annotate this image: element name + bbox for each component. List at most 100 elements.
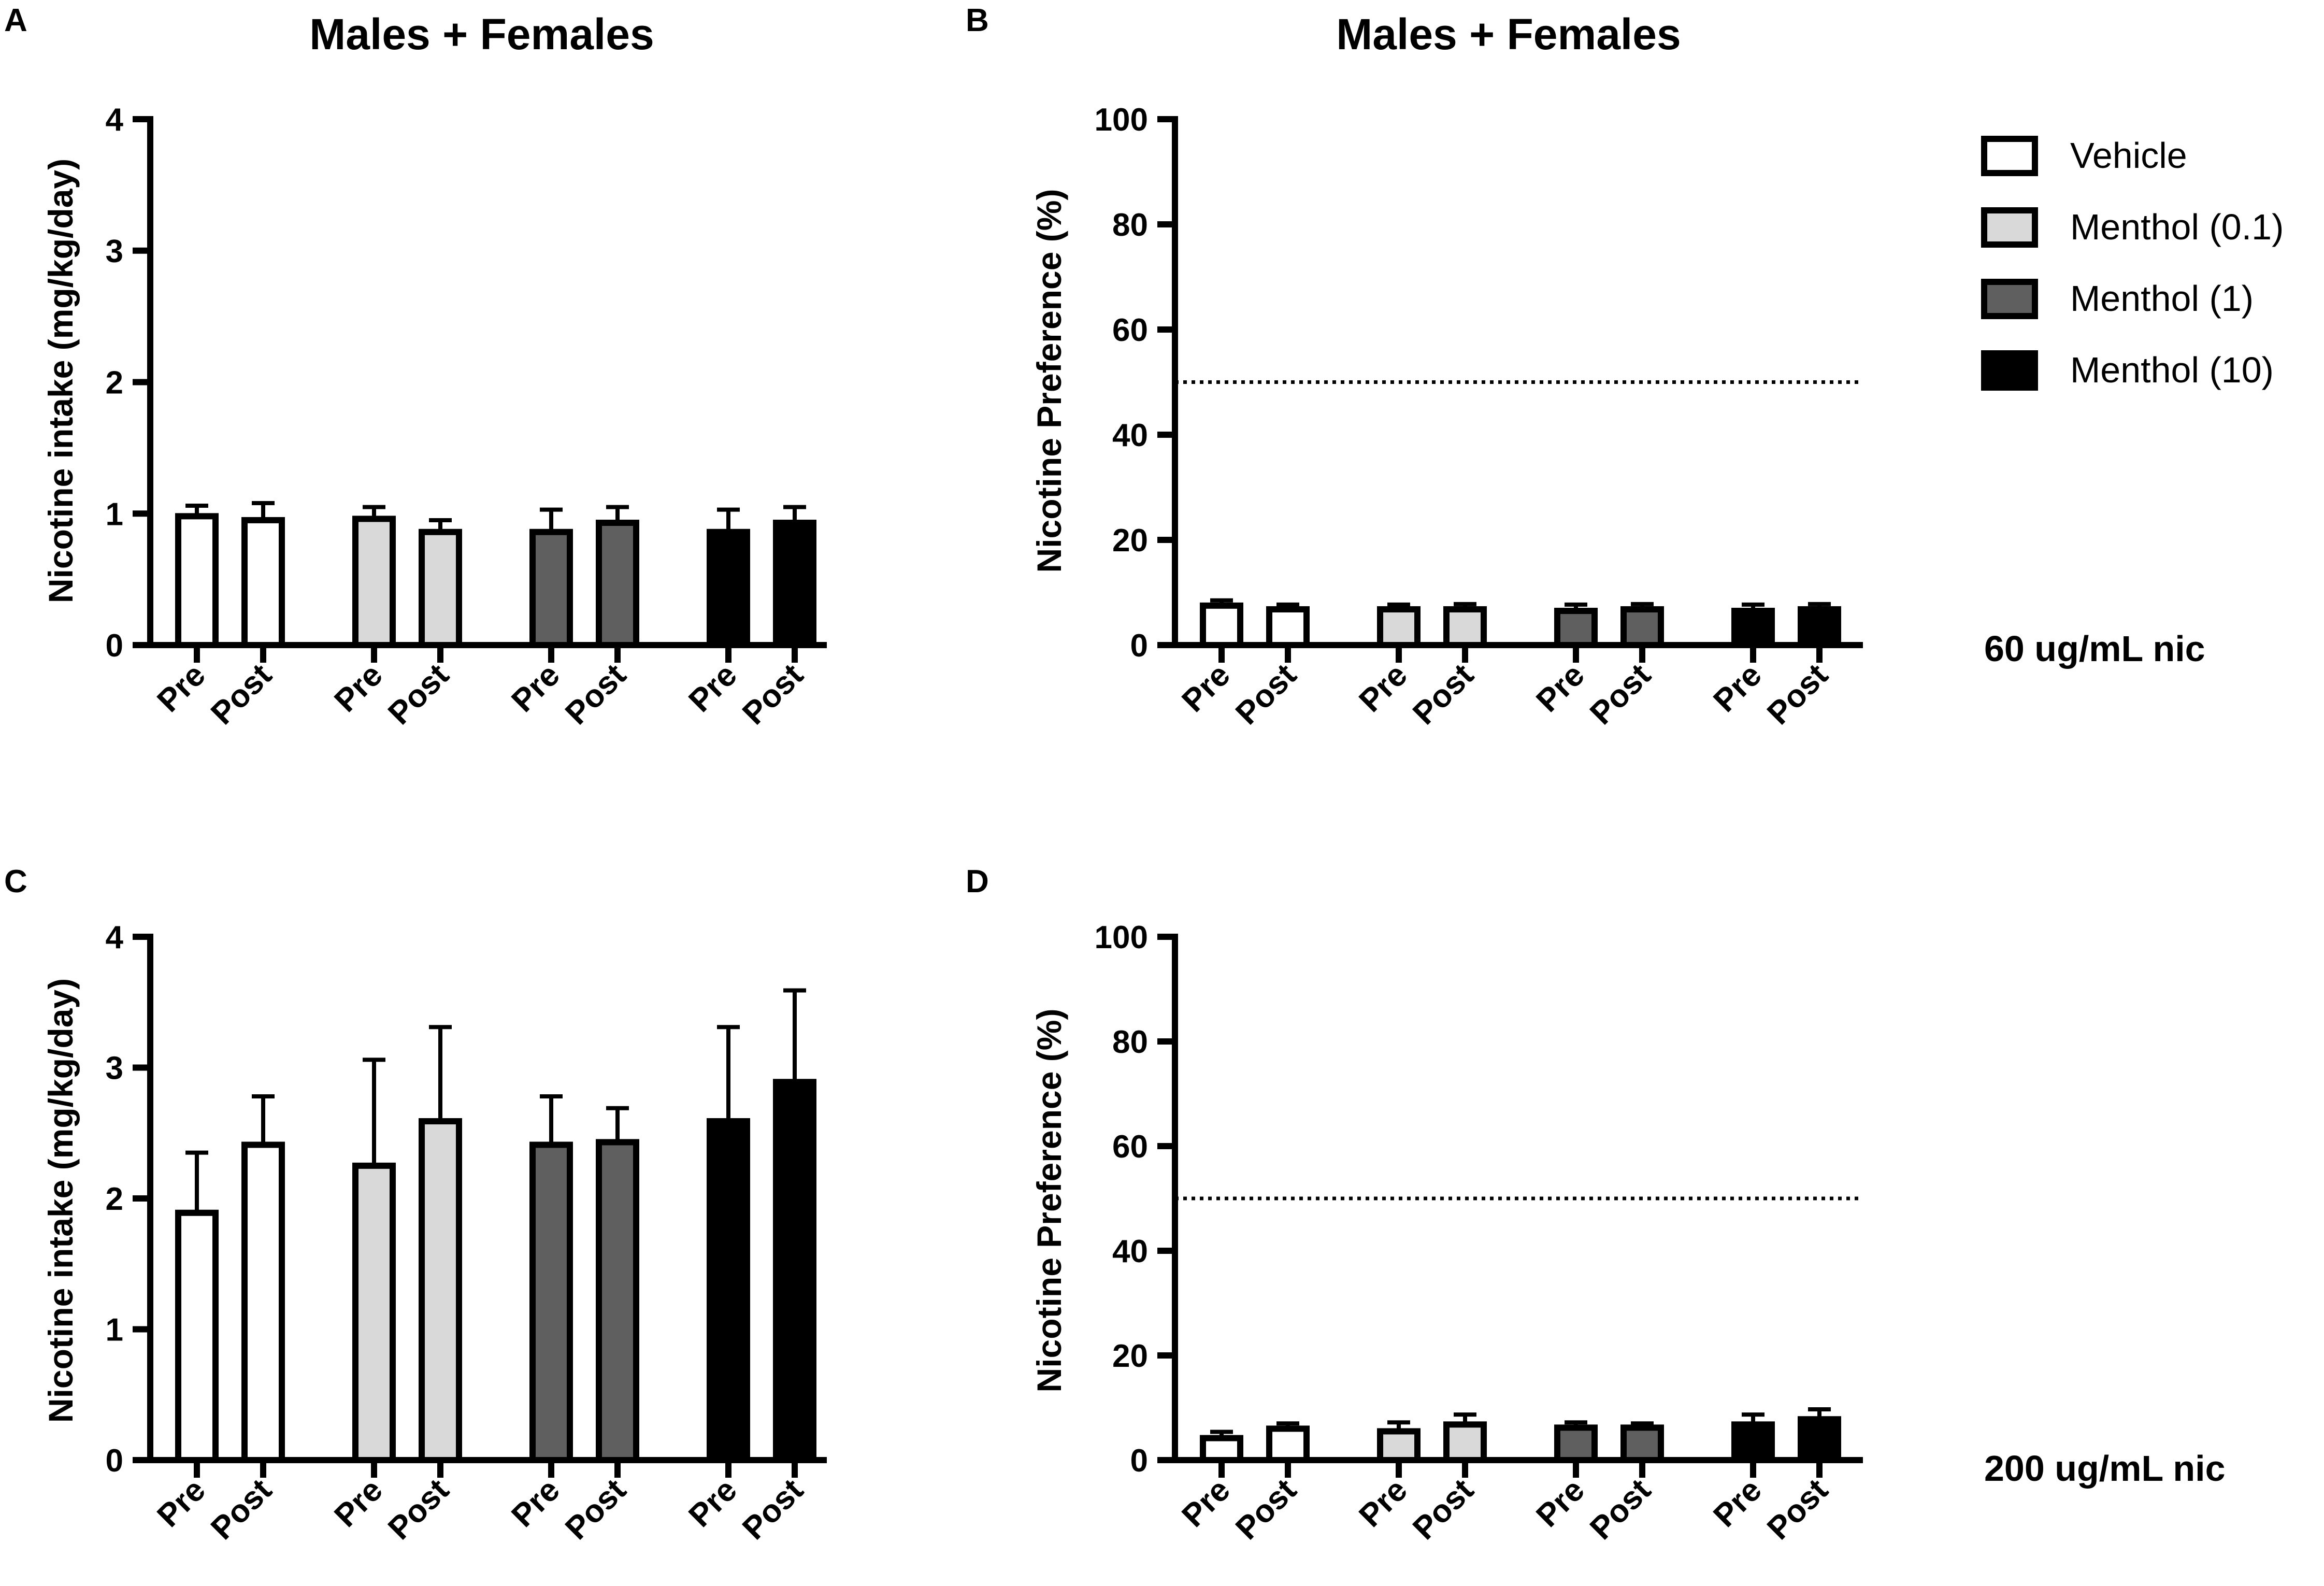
- panel-d-bar: [1266, 1425, 1310, 1463]
- panel-c-x-tick-label: Post: [558, 1472, 633, 1547]
- panel-c-bar: [175, 1209, 219, 1463]
- panel-a-y-tick-label: 2: [106, 365, 123, 401]
- panel-c-bar: [352, 1162, 396, 1463]
- panel-b-bar: [1798, 606, 1841, 648]
- panel-letter-a: A: [4, 3, 27, 38]
- panel-d-bar: [1554, 1424, 1598, 1463]
- panel-a-y-tick-label: 4: [106, 102, 124, 138]
- panel-d-y-tick-label: 80: [1112, 1024, 1148, 1060]
- panel-a-bar: [352, 516, 396, 649]
- panel-d-x-tick-label: Pre: [1529, 1472, 1591, 1534]
- panel-a-x-tick-label: Post: [736, 657, 810, 732]
- concentration-label-200: 200 ug/mL nic: [1984, 1448, 2226, 1489]
- panel-a-x-tick-label: Pre: [682, 657, 743, 719]
- panel-c-bar: [707, 1118, 750, 1463]
- panel-a-x-tick-label: Post: [381, 657, 456, 732]
- panel-a-x-tick-label: Pre: [150, 657, 212, 719]
- legend-swatch-menthol-0-1: [1981, 207, 2038, 248]
- panel-c-y-tick-label: 4: [106, 920, 124, 955]
- panel-c-x-tick-label: Post: [204, 1472, 279, 1547]
- panel-b-ylabel: Nicotine Preference (%): [1030, 189, 1068, 573]
- panel-b-bar: [1200, 602, 1243, 648]
- panel-b-y-tick-label: 40: [1112, 418, 1148, 453]
- panel-a-bar: [419, 528, 462, 649]
- panel-b-x-tick-label: Post: [1583, 657, 1658, 732]
- panel-b-y-tick-label: 80: [1112, 207, 1148, 243]
- panel-c-bar: [773, 1079, 816, 1463]
- panel-c-x-tick-label: Pre: [682, 1472, 743, 1534]
- panel-d-x-tick-label: Post: [1229, 1472, 1303, 1547]
- panel-d-ylabel: Nicotine Preference (%): [1030, 1009, 1068, 1393]
- panel-d-bar: [1731, 1421, 1775, 1464]
- panel-d-x-tick-label: Pre: [1175, 1472, 1237, 1534]
- panel-a-y-tick-label: 1: [106, 496, 123, 532]
- panel-d-x-tick-label: Pre: [1706, 1472, 1768, 1534]
- panel-a-y-tick-label: 3: [106, 234, 123, 269]
- panel-a-bar: [773, 520, 816, 649]
- panel-d-y-tick-label: 20: [1112, 1338, 1148, 1374]
- panel-letter-b: B: [966, 3, 989, 38]
- panel-b-bar: [1620, 606, 1664, 648]
- panel-a-bar: [707, 528, 750, 649]
- legend-swatch-menthol-1: [1981, 279, 2038, 319]
- panel-b-bar: [1731, 608, 1775, 649]
- panel-c-bar: [241, 1141, 285, 1464]
- panel-c-y-tick-label: 2: [106, 1181, 123, 1217]
- panel-a-x-tick-label: Pre: [505, 657, 566, 719]
- panel-d-bar: [1798, 1416, 1841, 1463]
- panel-c-y-tick-label: 0: [106, 1443, 123, 1479]
- panel-c-bar: [419, 1118, 462, 1463]
- panel-c-y-tick-label: 1: [106, 1312, 123, 1348]
- panel-d-y-tick-label: 0: [1130, 1443, 1148, 1479]
- panel-d-bar: [1377, 1428, 1421, 1463]
- panel-b-y-tick-label: 100: [1095, 102, 1148, 138]
- panel-c-y-tick-label: 3: [106, 1051, 123, 1087]
- panel-a-bar: [596, 520, 639, 649]
- panel-d-x-tick-label: Post: [1583, 1472, 1658, 1547]
- panel-d-x-tick-label: Post: [1406, 1472, 1481, 1547]
- panel-c-x-tick-label: Pre: [150, 1472, 212, 1534]
- legend-label-menthol-1: Menthol (1): [2070, 278, 2254, 319]
- panel-d-bar: [1443, 1421, 1487, 1464]
- panel-d-bar: [1200, 1435, 1243, 1464]
- panel-c-bar: [596, 1139, 639, 1464]
- concentration-label-60: 60 ug/mL nic: [1984, 628, 2205, 669]
- panel-a-x-tick-label: Pre: [327, 657, 389, 719]
- panel-d-x-tick-label: Post: [1760, 1472, 1835, 1547]
- panel-b-title: Males + Females: [1336, 10, 1681, 59]
- panel-c-x-tick-label: Pre: [327, 1472, 389, 1534]
- panel-a-title: Males + Females: [309, 10, 654, 59]
- panel-a-bar: [529, 528, 573, 649]
- panel-b-bar: [1554, 608, 1598, 649]
- panel-a-y-tick-label: 0: [106, 628, 123, 664]
- panel-b-y-tick-label: 0: [1130, 628, 1148, 664]
- panel-b: B Males + Females Nicotine Preference (%…: [966, 3, 1681, 573]
- legend-label-menthol-10: Menthol (10): [2070, 350, 2274, 390]
- panel-b-bar: [1377, 606, 1421, 648]
- panel-letter-d: D: [966, 864, 989, 899]
- panel-d-y-tick-label: 60: [1112, 1129, 1148, 1165]
- legend-swatch-menthol-10: [1981, 350, 2038, 391]
- panel-d-y-tick-label: 40: [1112, 1234, 1148, 1269]
- panel-b-x-tick-label: Pre: [1529, 657, 1591, 719]
- panel-b-y-tick-label: 20: [1112, 523, 1148, 559]
- panel-b-y-tick-label: 60: [1112, 312, 1148, 348]
- panel-a-bar: [241, 517, 285, 648]
- panel-a-x-tick-label: Post: [204, 657, 279, 732]
- panel-c-x-tick-label: Post: [736, 1472, 810, 1547]
- panel-d-bar: [1620, 1424, 1664, 1463]
- legend-label-vehicle: Vehicle: [2070, 135, 2187, 176]
- panel-d: D Nicotine Preference (%): [966, 864, 1068, 1392]
- panel-b-x-tick-label: Pre: [1706, 657, 1768, 719]
- panel-a: A Males + Females Nicotine intake (mg/kg…: [4, 3, 654, 603]
- legend: Vehicle Menthol (0.1) Menthol (1) Mentho…: [1981, 135, 2284, 391]
- panel-d-x-tick-label: Pre: [1352, 1472, 1414, 1534]
- panel-b-x-tick-label: Pre: [1175, 657, 1237, 719]
- panel-b-x-tick-label: Post: [1406, 657, 1481, 732]
- panel-letter-c: C: [4, 864, 27, 899]
- panel-b-x-tick-label: Post: [1229, 657, 1303, 732]
- panel-a-x-tick-label: Post: [558, 657, 633, 732]
- panel-a-ylabel: Nicotine intake (mg/kg/day): [41, 159, 80, 603]
